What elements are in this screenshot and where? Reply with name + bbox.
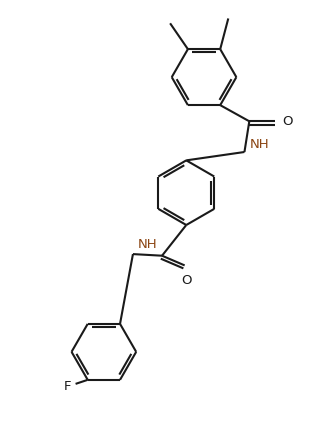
- Text: NH: NH: [138, 237, 157, 250]
- Text: F: F: [64, 379, 71, 392]
- Text: O: O: [181, 274, 191, 287]
- Text: O: O: [283, 115, 293, 128]
- Text: NH: NH: [250, 138, 270, 151]
